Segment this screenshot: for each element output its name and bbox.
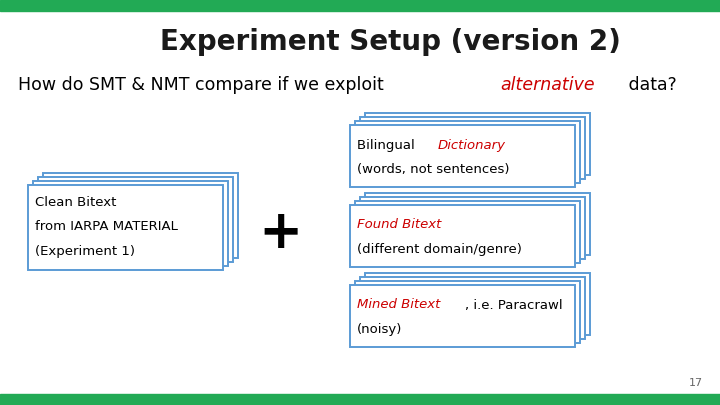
- FancyBboxPatch shape: [28, 185, 223, 270]
- FancyBboxPatch shape: [355, 281, 580, 343]
- FancyBboxPatch shape: [33, 181, 228, 266]
- Text: Found Bitext: Found Bitext: [357, 219, 441, 232]
- Bar: [0, 0, 720, 11]
- Text: data?: data?: [623, 76, 677, 94]
- Text: (Experiment 1): (Experiment 1): [35, 245, 135, 258]
- Text: from IARPA MATERIAL: from IARPA MATERIAL: [35, 220, 178, 234]
- FancyBboxPatch shape: [360, 197, 585, 259]
- Text: (noisy): (noisy): [357, 322, 402, 335]
- FancyBboxPatch shape: [365, 113, 590, 175]
- Text: (words, not sentences): (words, not sentences): [357, 162, 510, 175]
- Text: Bilingual: Bilingual: [357, 139, 419, 151]
- FancyBboxPatch shape: [360, 277, 585, 339]
- FancyBboxPatch shape: [355, 201, 580, 263]
- FancyBboxPatch shape: [350, 285, 575, 347]
- Text: alternative: alternative: [500, 76, 595, 94]
- Text: +: +: [258, 207, 302, 259]
- Text: , i.e. Paracrawl: , i.e. Paracrawl: [465, 298, 563, 311]
- FancyBboxPatch shape: [43, 173, 238, 258]
- FancyBboxPatch shape: [350, 205, 575, 267]
- Text: 17: 17: [689, 378, 703, 388]
- FancyBboxPatch shape: [350, 125, 575, 187]
- Text: How do SMT & NMT compare if we exploit: How do SMT & NMT compare if we exploit: [18, 76, 390, 94]
- Text: Dictionary: Dictionary: [438, 139, 505, 151]
- Bar: [0, 394, 720, 405]
- FancyBboxPatch shape: [365, 273, 590, 335]
- Text: (different domain/genre): (different domain/genre): [357, 243, 522, 256]
- FancyBboxPatch shape: [355, 121, 580, 183]
- FancyBboxPatch shape: [360, 117, 585, 179]
- Text: Clean Bitext: Clean Bitext: [35, 196, 117, 209]
- FancyBboxPatch shape: [38, 177, 233, 262]
- FancyBboxPatch shape: [365, 193, 590, 255]
- Text: Mined Bitext: Mined Bitext: [357, 298, 441, 311]
- Text: Experiment Setup (version 2): Experiment Setup (version 2): [160, 28, 621, 56]
